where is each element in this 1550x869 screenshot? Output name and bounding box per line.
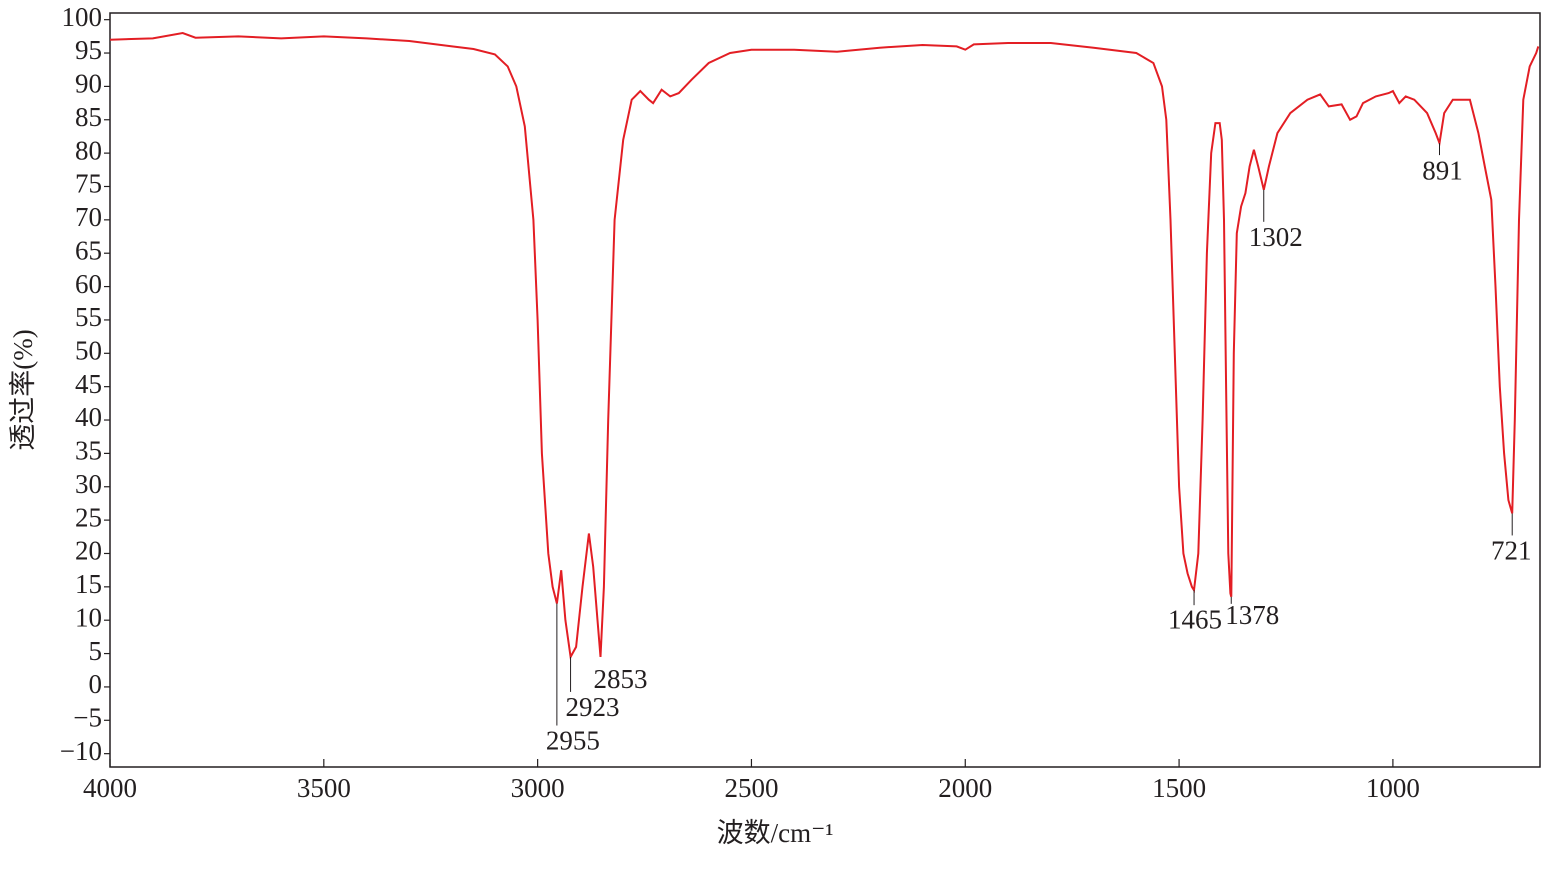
y-tick-label: 35 [75, 436, 102, 466]
y-tick-label: 30 [75, 469, 102, 499]
y-tick-label: 40 [75, 402, 102, 432]
y-tick-label: 95 [75, 35, 102, 65]
y-tick-label: 80 [75, 135, 102, 165]
y-tick-label: −5 [73, 702, 102, 732]
x-tick-label: 4000 [83, 773, 137, 803]
y-tick-label: 100 [62, 2, 103, 32]
y-tick-label: 65 [75, 235, 102, 265]
y-tick-label: 60 [75, 269, 102, 299]
y-tick-label: 5 [89, 636, 103, 666]
x-tick-label: 1500 [1152, 773, 1206, 803]
y-tick-label: 85 [75, 102, 102, 132]
x-tick-label: 2000 [938, 773, 992, 803]
plot-frame [109, 12, 1541, 768]
y-tick-label: 90 [75, 69, 102, 99]
annotation: 1302 [1249, 222, 1303, 252]
annotation: 721 [1491, 536, 1532, 566]
y-tick-label: 0 [89, 669, 103, 699]
x-tick-label: 2500 [724, 773, 778, 803]
x-tick-label: 3500 [297, 773, 351, 803]
x-axis-label: 波数/cm⁻¹ [717, 818, 834, 848]
y-tick-label: 70 [75, 202, 102, 232]
y-tick-label: −10 [60, 736, 102, 766]
y-tick-label: 55 [75, 302, 102, 332]
annotation: 1465 [1168, 604, 1222, 634]
y-tick-label: 50 [75, 336, 102, 366]
y-tick-label: 75 [75, 169, 102, 199]
x-tick-label: 3000 [511, 773, 565, 803]
y-tick-label: 45 [75, 369, 102, 399]
y-tick-label: 25 [75, 502, 102, 532]
y-tick-label: 15 [75, 569, 102, 599]
annotation: 1378 [1225, 600, 1279, 630]
annotation: 2955 [546, 726, 600, 756]
y-tick-label: 20 [75, 536, 102, 566]
y-tick-label: 10 [75, 602, 102, 632]
annotation: 891 [1422, 155, 1463, 185]
y-axis-label: 透过率(%) [8, 329, 38, 450]
annotation: 2923 [566, 692, 620, 722]
annotation: 2853 [593, 664, 647, 694]
x-tick-label: 1000 [1366, 773, 1420, 803]
spectrum-line [109, 31, 1540, 661]
